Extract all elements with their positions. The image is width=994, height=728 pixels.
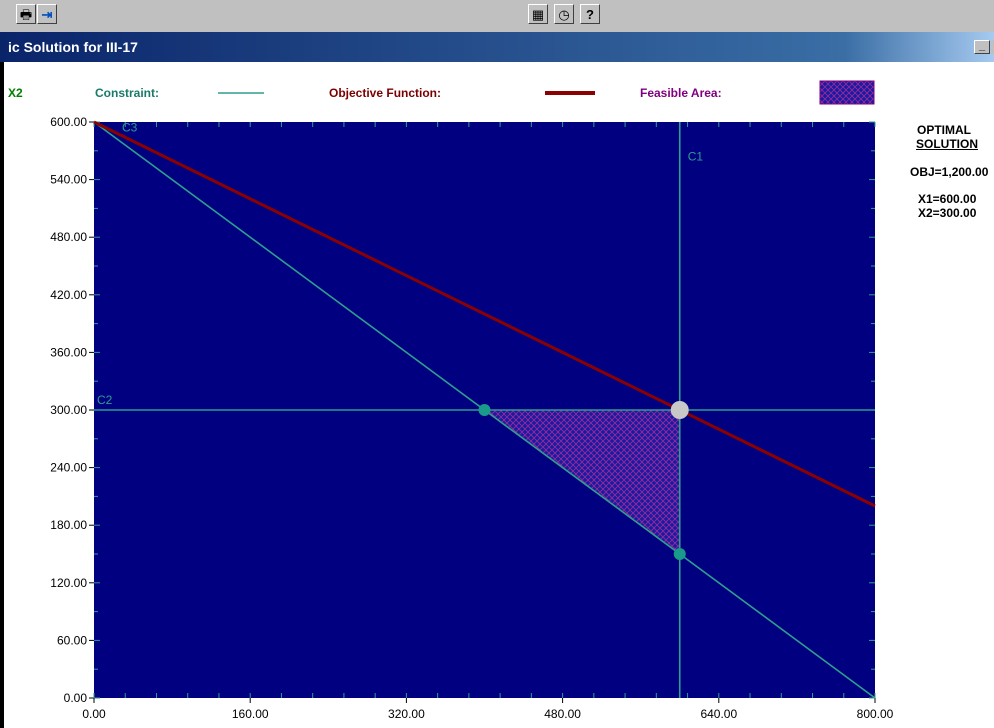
clock-icon: ◷ bbox=[558, 6, 570, 22]
y-tick-label: 540.00 bbox=[50, 173, 87, 187]
constraint-label-c3: C3 bbox=[122, 121, 138, 135]
x2-value: X2=300.00 bbox=[918, 206, 977, 220]
legend-objective-label: Objective Function: bbox=[329, 86, 442, 100]
x1-value: X1=600.00 bbox=[918, 192, 977, 206]
toolbar: 🖶 ⇥ ▦ ◷ ? bbox=[0, 0, 994, 33]
constraint-label-c2: C2 bbox=[97, 393, 113, 407]
y-tick-label: 300.00 bbox=[50, 403, 87, 417]
chart: 0.00 60.00 120.00 180.00 240.00 300.00 360.00 4… bbox=[50, 80, 894, 721]
x-tick-label: 640.00 bbox=[700, 707, 737, 721]
corner-point bbox=[673, 548, 686, 560]
y-tick-label: 60.00 bbox=[57, 633, 87, 647]
window-left-edge bbox=[0, 62, 4, 728]
objective-value: OBJ=1,200.00 bbox=[910, 165, 989, 179]
window-titlebar: ic Solution for III-17 bbox=[0, 32, 994, 62]
y-tick-label: 240.00 bbox=[50, 461, 87, 475]
y-tick-label: 0.00 bbox=[64, 691, 88, 705]
print-icon: 🖶 bbox=[19, 6, 33, 22]
constraint-label-c1: C1 bbox=[688, 149, 704, 163]
help-button[interactable]: ? bbox=[580, 4, 600, 24]
objective-function-line bbox=[93, 120, 876, 508]
optimal-point bbox=[670, 401, 689, 419]
exit-button[interactable]: ⇥ bbox=[37, 4, 57, 24]
y-tick-label: 600.00 bbox=[50, 115, 87, 129]
clock-button[interactable]: ◷ bbox=[554, 4, 574, 24]
print-button[interactable]: 🖶 bbox=[16, 4, 36, 24]
x-tick-label: 0.00 bbox=[82, 707, 106, 721]
exit-icon: ⇥ bbox=[41, 6, 53, 22]
x-tick-label: 800.00 bbox=[857, 707, 894, 721]
legend-constraint-label: Constraint: bbox=[95, 86, 159, 100]
x-tick-labels: 0.00 160.00 320.00 480.00 640.00 800.00 bbox=[82, 707, 893, 721]
y-axis-label: X2 bbox=[8, 86, 23, 100]
restore-button[interactable] bbox=[991, 40, 994, 54]
y-tick-label: 360.00 bbox=[50, 345, 87, 359]
x-tick-label: 160.00 bbox=[232, 707, 269, 721]
y-tick-label: 480.00 bbox=[50, 230, 87, 244]
calculator-icon: ▦ bbox=[531, 6, 545, 22]
x-tick-label: 320.00 bbox=[388, 707, 425, 721]
corner-point bbox=[478, 404, 491, 416]
legend-feasible-label: Feasible Area: bbox=[640, 86, 722, 100]
window-title: ic Solution for III-17 bbox=[8, 39, 138, 55]
corner-points bbox=[478, 401, 689, 560]
optimal-heading: OPTIMAL bbox=[917, 123, 971, 137]
help-icon: ? bbox=[586, 6, 594, 22]
minimize-icon: _ bbox=[978, 40, 986, 52]
minimize-button[interactable]: _ bbox=[974, 40, 990, 54]
calculator-button[interactable]: ▦ bbox=[528, 4, 548, 24]
legend-feasible-swatch bbox=[819, 80, 875, 105]
y-tick-label: 180.00 bbox=[50, 518, 87, 532]
y-tick-labels: 0.00 60.00 120.00 180.00 240.00 300.00 360.00 4… bbox=[50, 115, 87, 705]
y-tick-label: 420.00 bbox=[50, 288, 87, 302]
x-tick-label: 480.00 bbox=[544, 707, 581, 721]
solution-heading: SOLUTION bbox=[916, 137, 978, 151]
y-tick-label: 120.00 bbox=[50, 576, 87, 590]
